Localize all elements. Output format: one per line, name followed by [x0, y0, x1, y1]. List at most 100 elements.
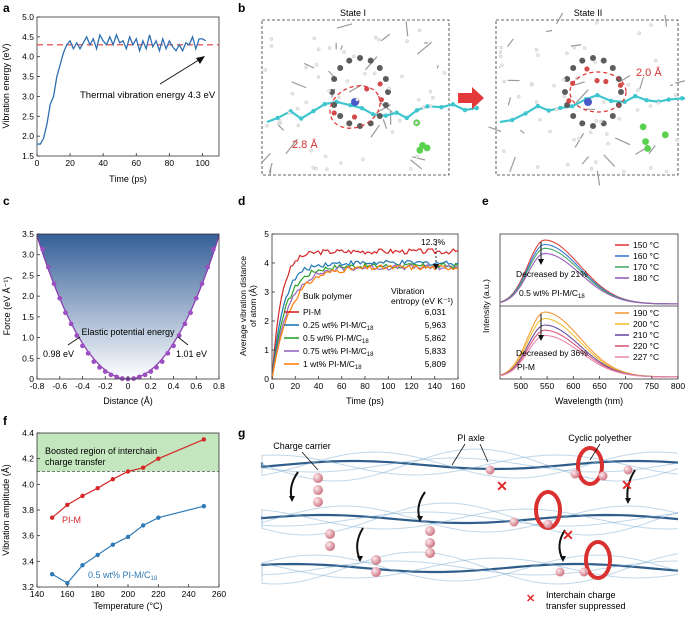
- oxygen-atom: [594, 78, 599, 83]
- atom: [377, 113, 383, 119]
- data-point: [202, 437, 206, 441]
- hydrogen-atom: [595, 119, 598, 122]
- data-point: [131, 376, 136, 381]
- hydrogen-atom: [675, 138, 678, 141]
- charge-carrier-bead: [313, 497, 323, 507]
- hydrogen-atom: [535, 48, 538, 51]
- data-point: [40, 247, 45, 252]
- transfer-arrow: [418, 492, 425, 520]
- polymer-chains: [262, 449, 678, 584]
- hydrogen-atom: [583, 46, 586, 49]
- x-tick-label: 100: [195, 158, 209, 168]
- data-point: [52, 281, 57, 286]
- suppressed-label-1: Interchain charge: [546, 590, 616, 600]
- cyclic-polyether-ring: [586, 542, 610, 578]
- hydrogen-atom: [429, 90, 432, 93]
- hydrogen-atom: [409, 167, 412, 170]
- data-point: [50, 572, 54, 576]
- charge-carrier-bead: [624, 466, 633, 475]
- hydrogen-atom: [636, 108, 639, 111]
- entropy-value: 5,809: [425, 359, 447, 369]
- hydrogen-atom: [297, 124, 300, 127]
- charge-carrier-bead: [313, 473, 323, 483]
- hydrogen-atom: [270, 37, 273, 40]
- hydrogen-atom: [565, 52, 568, 55]
- x-tick-label: 140: [428, 381, 442, 391]
- hydrogen-atom: [388, 87, 391, 90]
- oxygen-atom: [603, 79, 608, 84]
- legend-label: 210 °C: [633, 330, 659, 340]
- nitrogen-atom: [584, 98, 592, 106]
- legend-subscript: 18: [367, 326, 374, 332]
- x-tick-label: 700: [619, 381, 633, 391]
- x-tick-label: 0: [35, 158, 40, 168]
- data-point: [141, 465, 145, 469]
- charge-carrier-bead: [556, 568, 565, 577]
- hydrogen-atom: [337, 96, 340, 99]
- atom: [346, 120, 352, 126]
- atom: [475, 106, 479, 110]
- data-point: [205, 265, 210, 270]
- y-tick-label: 1.0: [22, 333, 34, 343]
- x-tick-label: -0.4: [75, 381, 90, 391]
- arrowhead-icon: [289, 496, 295, 502]
- data-point: [160, 359, 165, 364]
- hydrogen-atom: [313, 37, 316, 40]
- oxygen-atom: [332, 110, 337, 115]
- hydrogen-atom: [536, 54, 539, 57]
- oxygen-atom: [378, 81, 383, 86]
- data-point: [74, 333, 79, 338]
- charge-carrier-bead: [486, 466, 495, 475]
- charge-carrier-bead: [599, 472, 608, 481]
- y-tick-label: 1.5: [22, 312, 34, 322]
- data-point: [165, 351, 170, 356]
- data-point: [171, 343, 176, 348]
- charge-carrier-bead: [325, 541, 335, 551]
- y-tick-label: 3.0: [22, 250, 34, 260]
- data-point: [143, 372, 148, 377]
- chlorine-atom: [642, 138, 649, 145]
- atom: [562, 89, 568, 95]
- y-tick-label: 5: [264, 229, 269, 239]
- right-arrow: [178, 337, 188, 345]
- atom: [590, 123, 596, 129]
- atom: [377, 65, 383, 71]
- hydrogen-atom: [573, 46, 576, 49]
- data-point: [156, 456, 160, 460]
- y-tick-label: 3.5: [22, 229, 34, 239]
- hydrogen-atom: [270, 44, 273, 47]
- atom: [346, 58, 352, 64]
- x-tick-label: 20: [291, 381, 301, 391]
- hydrogen-atom: [555, 108, 558, 111]
- x-tick-label: 800: [671, 381, 685, 391]
- hydrogen-atom: [352, 55, 355, 58]
- hydrogen-atom: [566, 163, 569, 166]
- panel-g-letter: g: [238, 426, 245, 440]
- hydrogen-atom: [291, 92, 294, 95]
- chlorine-atom: [644, 145, 651, 152]
- data-point: [103, 369, 108, 374]
- atom: [337, 65, 343, 71]
- hydrogen-atom: [552, 84, 555, 87]
- data-point: [188, 310, 193, 315]
- x-tick-label: 0.6: [190, 381, 202, 391]
- hydrogen-atom: [618, 117, 621, 120]
- oxygen-atom: [618, 83, 623, 88]
- data-point: [111, 477, 115, 481]
- suppressed-marks: ✕✕✕: [496, 477, 633, 543]
- y-axis-label: Intensity (a.u.): [481, 279, 491, 333]
- state-2-distance: 2.0 Å: [636, 66, 662, 79]
- x-axis-label: Wavelength (nm): [555, 396, 623, 406]
- atom: [357, 55, 363, 61]
- right-energy-label: 1.01 eV: [176, 349, 207, 359]
- data-point: [86, 351, 91, 356]
- atom: [368, 58, 374, 64]
- y-tick-label: 0.5: [22, 353, 34, 363]
- legend-label: 0.5 wt% PI-M/C18: [303, 333, 369, 345]
- x-tick-label: 220: [151, 589, 165, 599]
- hydrogen-atom: [417, 98, 420, 101]
- polymer-chain: [262, 452, 678, 478]
